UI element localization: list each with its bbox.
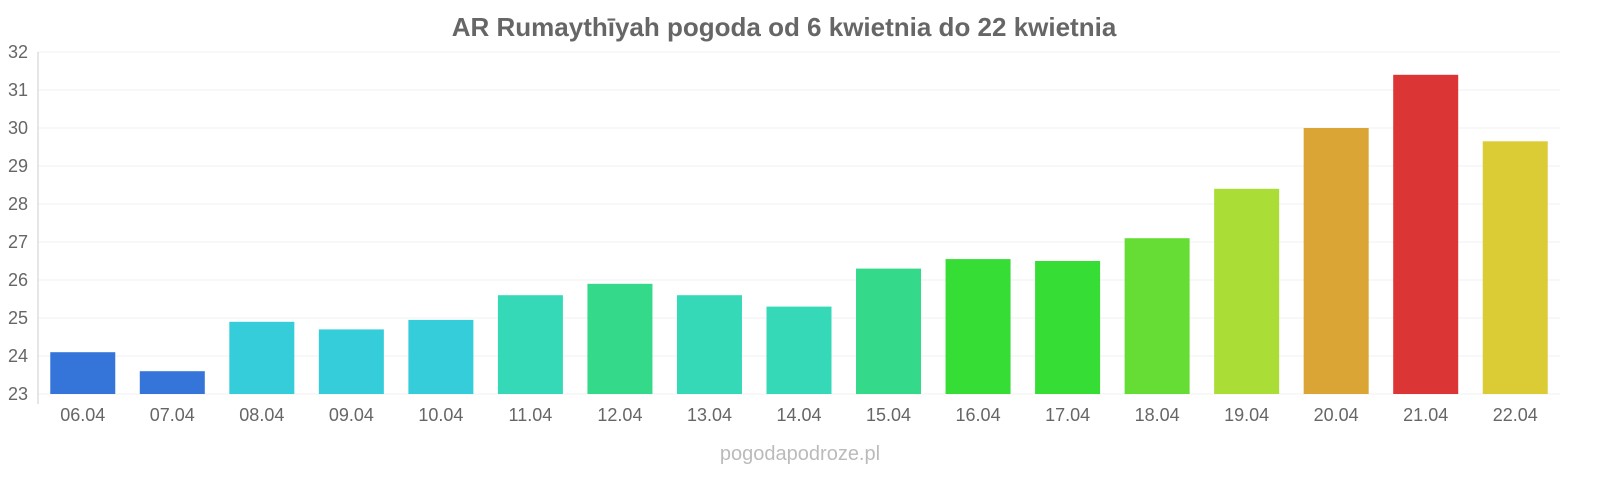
bar-07.04 <box>139 371 205 394</box>
y-tick-label: 31 <box>8 80 28 100</box>
bar-06.04 <box>50 352 116 394</box>
bar-08.04 <box>229 321 295 394</box>
x-tick-label: 17.04 <box>1045 405 1090 425</box>
bar-20.04 <box>1303 128 1369 394</box>
x-tick-label: 22.04 <box>1493 405 1538 425</box>
x-tick-label: 14.04 <box>776 405 821 425</box>
x-tick-label: 19.04 <box>1224 405 1269 425</box>
x-tick-label: 16.04 <box>956 405 1001 425</box>
bar-16.04 <box>945 259 1011 394</box>
bar-11.04 <box>497 295 563 394</box>
bar-19.04 <box>1214 188 1280 394</box>
y-tick-label: 30 <box>8 118 28 138</box>
x-tick-label: 18.04 <box>1135 405 1180 425</box>
x-tick-label: 11.04 <box>509 405 553 425</box>
bar-22.04 <box>1482 141 1548 394</box>
bar-15.04 <box>856 268 922 394</box>
bar-21.04 <box>1393 74 1459 395</box>
x-tick-label: 15.04 <box>866 405 911 425</box>
bar-10.04 <box>408 319 474 394</box>
bar-12.04 <box>587 283 653 394</box>
x-tick-label: 13.04 <box>687 405 732 425</box>
x-tick-label: 09.04 <box>329 405 374 425</box>
y-tick-label: 23 <box>8 384 28 404</box>
x-tick-label: 07.04 <box>150 405 195 425</box>
bar-09.04 <box>318 329 384 394</box>
y-tick-label: 29 <box>8 156 28 176</box>
y-tick-label: 27 <box>8 232 28 252</box>
x-tick-label: 06.04 <box>60 405 105 425</box>
y-tick-label: 26 <box>8 270 28 290</box>
bar-13.04 <box>676 295 742 394</box>
watermark: pogodapodroze.pl <box>720 443 880 465</box>
x-tick-label: 12.04 <box>597 405 642 425</box>
x-tick-label: 21.04 <box>1403 405 1448 425</box>
y-tick-label: 32 <box>8 42 28 62</box>
chart-title: AR Rumaythīyah pogoda od 6 kwietnia do 2… <box>452 12 1117 42</box>
x-tick-label: 08.04 <box>239 405 284 425</box>
bar-14.04 <box>766 306 832 394</box>
y-tick-label: 25 <box>8 308 28 328</box>
bar-17.04 <box>1035 261 1101 394</box>
bar-18.04 <box>1124 238 1190 394</box>
y-tick-label: 28 <box>8 194 28 214</box>
x-tick-label: 20.04 <box>1314 405 1359 425</box>
y-tick-label: 24 <box>8 346 28 366</box>
x-tick-label: 10.04 <box>418 405 463 425</box>
